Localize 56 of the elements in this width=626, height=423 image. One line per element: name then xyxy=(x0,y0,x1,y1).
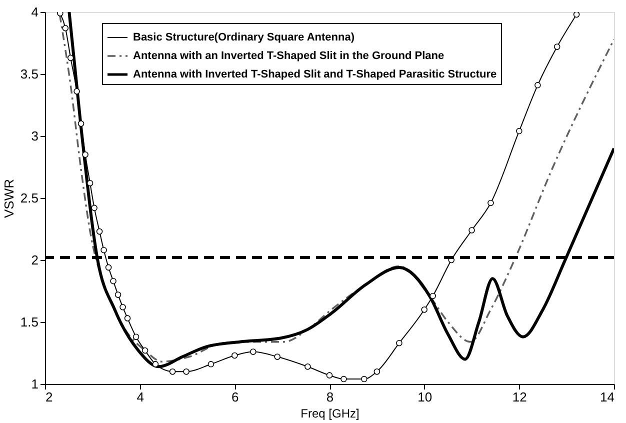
y-tick-label: 4 xyxy=(31,4,38,20)
x-axis-title: Freq [GHz] xyxy=(300,406,360,420)
x-tick-label: 6 xyxy=(232,390,239,404)
x-tick-label: 14 xyxy=(600,390,614,404)
point xyxy=(232,352,238,359)
x-tick-label: 8 xyxy=(326,390,334,404)
point xyxy=(105,264,112,271)
point xyxy=(74,88,80,94)
point xyxy=(86,180,94,186)
point xyxy=(274,354,280,360)
y-tick-label: 1.5 xyxy=(20,314,38,330)
point xyxy=(91,204,98,212)
point xyxy=(82,151,88,158)
point xyxy=(62,24,69,32)
x-tick-label: 2 xyxy=(46,390,53,404)
point xyxy=(96,228,103,235)
point xyxy=(340,376,347,382)
point xyxy=(326,372,333,378)
point xyxy=(114,292,122,298)
point xyxy=(208,361,214,368)
point xyxy=(488,200,494,206)
point xyxy=(468,227,475,234)
x-tick-label: 4 xyxy=(136,390,144,404)
legend-label: Basic Structure(Ordinary Square Antenna) xyxy=(133,32,355,44)
point xyxy=(183,368,190,375)
point xyxy=(142,347,148,354)
y-tick-label: 3.5 xyxy=(20,66,38,82)
point xyxy=(360,376,368,382)
point xyxy=(374,368,380,375)
y-tick-label: 2.5 xyxy=(20,190,38,206)
point xyxy=(67,54,74,62)
point xyxy=(421,306,428,313)
y-tick-label: 1 xyxy=(31,376,38,392)
point xyxy=(124,315,131,322)
point xyxy=(534,82,541,88)
point xyxy=(573,12,580,18)
point xyxy=(132,334,140,340)
y-tick-label: 2 xyxy=(31,252,38,268)
point xyxy=(430,292,436,300)
y-axis-title: VSWR xyxy=(1,179,16,218)
x-tick-label: 12 xyxy=(512,390,527,404)
point xyxy=(100,246,107,254)
point xyxy=(120,304,126,310)
x-tick-label: 10 xyxy=(418,390,432,404)
legend-label: Antenna with an Inverted T-Shaped Slit in the Ground Plane xyxy=(133,50,444,62)
point xyxy=(304,364,311,370)
point xyxy=(152,361,159,368)
point xyxy=(250,348,256,355)
point xyxy=(516,128,522,134)
point xyxy=(110,278,116,284)
legend-label: Antenna with Inverted T-Shaped Slit and T-Shaped Parasitic Structure xyxy=(133,68,497,80)
point xyxy=(554,44,560,50)
point xyxy=(396,340,402,346)
point xyxy=(169,368,176,375)
point xyxy=(78,120,84,127)
y-tick-label: 3 xyxy=(31,128,38,144)
